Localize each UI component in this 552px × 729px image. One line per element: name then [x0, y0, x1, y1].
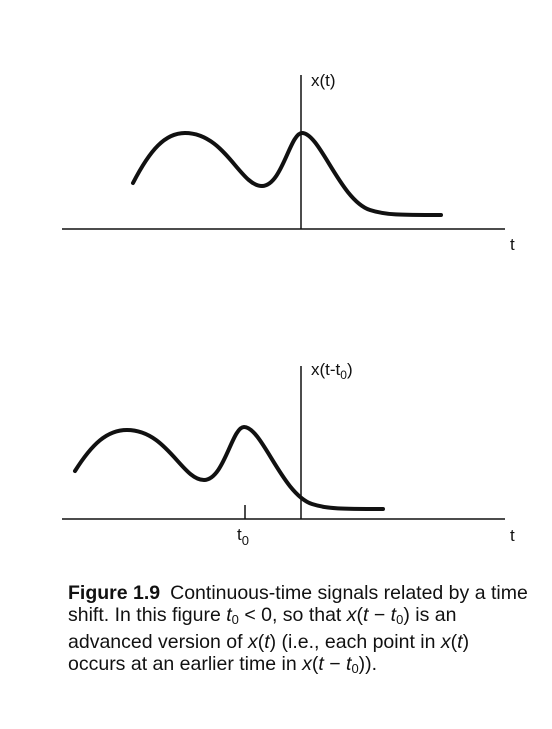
- tick-label-main: t: [237, 525, 242, 544]
- caption-text: t: [264, 631, 270, 653]
- caption-text: −: [323, 653, 347, 675]
- bottom-plot: x(t-t0) t t0: [62, 360, 515, 548]
- caption-text: ) occurs at an earlier time in: [68, 631, 470, 675]
- caption-text: Continuous-time signals related by a tim…: [68, 582, 528, 626]
- x-label: t: [510, 235, 515, 254]
- caption-text: 0: [396, 612, 404, 627]
- caption-text: Figure 1.9: [68, 582, 161, 604]
- caption-text: )).: [358, 653, 378, 675]
- caption-text: ) is an advanced version of: [68, 604, 457, 653]
- caption-text: t: [318, 653, 324, 675]
- tick-label-sub: 0: [242, 533, 249, 548]
- caption-text: −: [368, 604, 391, 626]
- y-label-main: x(t-t: [311, 360, 341, 379]
- caption-text: ) (i.e., each point in: [269, 631, 441, 653]
- y-label-end: ): [347, 360, 353, 379]
- caption-text: x: [440, 631, 451, 653]
- caption-text: x: [247, 631, 258, 653]
- caption-text: (: [450, 631, 458, 653]
- caption-text: 0: [351, 661, 359, 676]
- caption-text: t: [457, 631, 463, 653]
- y-label-sub: 0: [340, 368, 347, 382]
- shifted-signal-curve: [73, 424, 385, 511]
- y-label: x(t): [311, 71, 336, 90]
- y-label: x(t-t0): [311, 360, 353, 382]
- caption-text: t: [390, 604, 397, 626]
- x-label: t: [510, 526, 515, 545]
- caption: Figure 1.9 Continuous-time signals relate…: [68, 582, 530, 680]
- caption-text: < 0, so that: [238, 604, 347, 626]
- tick-label: t0: [237, 525, 249, 548]
- figure: x(t) t x(t-t0) t t0: [62, 71, 515, 548]
- top-plot: x(t) t: [62, 71, 515, 254]
- caption-text: (: [356, 604, 364, 626]
- signal-curve: [131, 130, 443, 217]
- caption-text: x: [346, 604, 357, 626]
- caption-text: (: [257, 631, 265, 653]
- caption-text: (: [311, 653, 319, 675]
- caption-text: t: [226, 604, 232, 626]
- caption-text: 0: [231, 612, 239, 627]
- caption-text: t: [363, 604, 369, 626]
- caption-text: x: [302, 653, 312, 675]
- caption-text: t: [346, 653, 352, 675]
